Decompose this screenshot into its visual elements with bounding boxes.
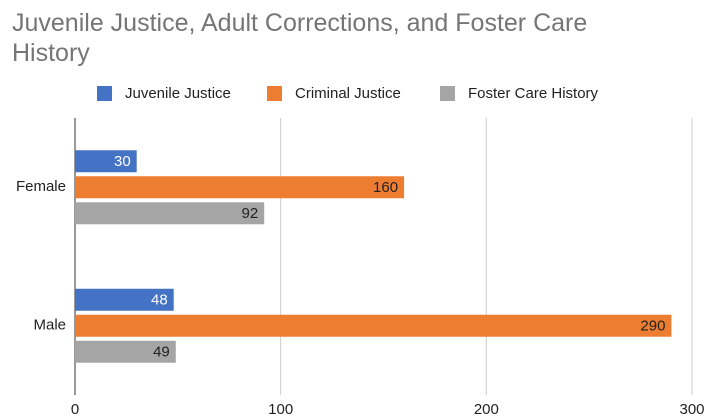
legend-label: Juvenile Justice: [125, 85, 231, 102]
bar: [75, 314, 672, 337]
bar: [75, 176, 405, 199]
data-label: 30: [114, 153, 131, 170]
legend-label: Criminal Justice: [295, 85, 401, 102]
y-tick-label: Male: [33, 317, 66, 334]
bar: [75, 340, 176, 363]
x-tick-label: 100: [268, 401, 293, 418]
x-tick-label: 200: [474, 401, 499, 418]
legend-swatch: [267, 86, 282, 101]
chart-title: Juvenile Justice, Adult Corrections, and…: [12, 9, 588, 67]
bar: [75, 288, 174, 311]
data-label: 290: [640, 318, 665, 335]
data-label: 160: [373, 179, 398, 196]
legend-label: Foster Care History: [468, 85, 599, 102]
data-label: 49: [153, 344, 170, 361]
legend-swatch: [97, 86, 112, 101]
y-tick-label: Female: [16, 178, 66, 195]
x-tick-label: 0: [71, 401, 79, 418]
bar: [75, 202, 265, 225]
data-label: 92: [242, 205, 259, 222]
legend-swatch: [440, 86, 455, 101]
bar: [75, 150, 137, 173]
x-tick-label: 300: [679, 401, 704, 418]
data-label: 48: [151, 292, 168, 309]
